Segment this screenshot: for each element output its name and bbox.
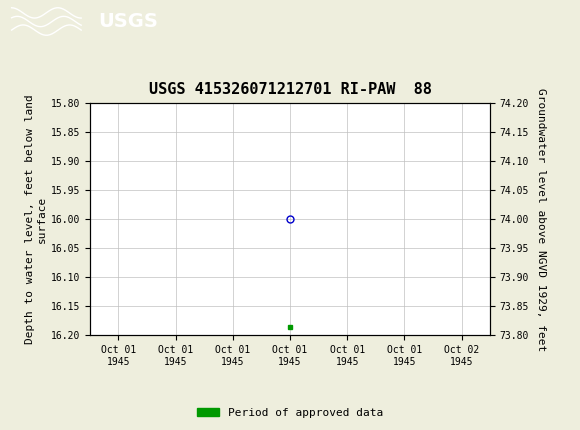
Y-axis label: Depth to water level, feet below land
surface: Depth to water level, feet below land su… — [25, 95, 46, 344]
Text: USGS 415326071212701 RI-PAW  88: USGS 415326071212701 RI-PAW 88 — [148, 82, 432, 97]
Legend: Period of approved data: Period of approved data — [193, 403, 387, 422]
Text: USGS: USGS — [99, 12, 158, 31]
Y-axis label: Groundwater level above NGVD 1929, feet: Groundwater level above NGVD 1929, feet — [536, 88, 546, 351]
